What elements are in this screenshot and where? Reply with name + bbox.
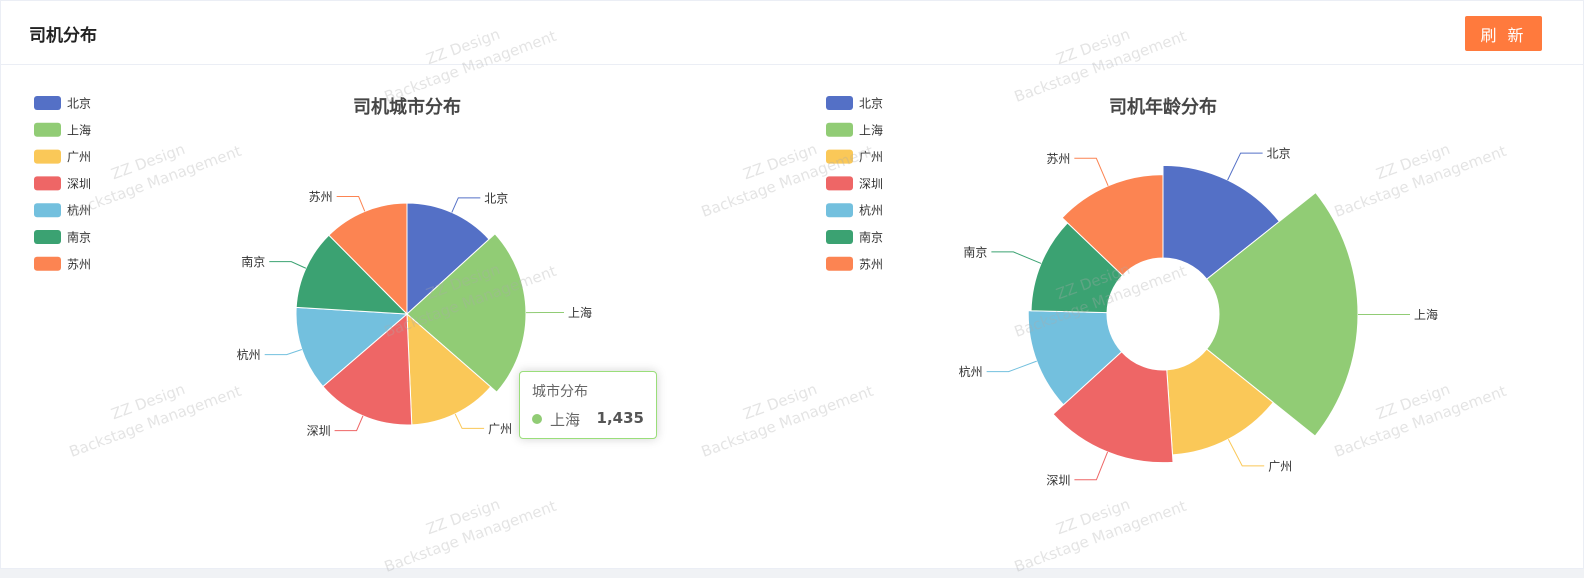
slice-label: 杭州 xyxy=(237,347,261,362)
slice-label: 北京 xyxy=(484,191,508,205)
legend-item[interactable]: 杭州 xyxy=(34,203,91,218)
legend-swatch xyxy=(34,257,61,271)
slice-label: 北京 xyxy=(1267,147,1291,161)
legend-swatch xyxy=(826,96,853,110)
slice-label: 广州 xyxy=(488,422,512,436)
slice-label: 苏州 xyxy=(309,190,333,204)
legend-label: 深圳 xyxy=(859,177,883,191)
slice-label: 上海 xyxy=(1414,307,1438,322)
legend-swatch xyxy=(826,123,853,137)
slice-label: 上海 xyxy=(568,305,592,320)
legend-swatch xyxy=(34,176,61,190)
tooltip-name: 上海 xyxy=(550,409,580,430)
tooltip-series-marker xyxy=(532,414,542,424)
label-line xyxy=(455,414,484,428)
slice-label: 南京 xyxy=(963,244,987,259)
label-line xyxy=(1228,439,1264,466)
legend-item[interactable]: 南京 xyxy=(34,230,91,245)
label-line xyxy=(265,350,302,355)
legend-swatch xyxy=(34,96,61,110)
legend-item[interactable]: 深圳 xyxy=(826,176,883,191)
chart-title: 司机年龄分布 xyxy=(1109,96,1217,118)
legend-swatch xyxy=(826,176,853,190)
label-line xyxy=(1074,452,1107,480)
legend-label: 杭州 xyxy=(67,203,91,218)
legend-label: 南京 xyxy=(859,230,883,245)
legend-swatch xyxy=(826,150,853,164)
tooltip-title: 城市分布 xyxy=(532,381,588,401)
legend-swatch xyxy=(34,123,61,137)
legend-item[interactable]: 苏州 xyxy=(34,257,91,272)
legend-item[interactable]: 北京 xyxy=(34,96,91,111)
legend-label: 深圳 xyxy=(67,177,91,191)
legend-item[interactable]: 深圳 xyxy=(34,176,91,191)
legend-label: 苏州 xyxy=(859,257,883,271)
legend-label: 北京 xyxy=(67,97,91,111)
label-line xyxy=(987,361,1037,371)
legend-label: 南京 xyxy=(67,230,91,245)
slice-label: 苏州 xyxy=(1046,152,1070,166)
label-line xyxy=(1228,153,1263,180)
label-line xyxy=(335,416,363,431)
label-line xyxy=(1074,158,1108,186)
legend-label: 杭州 xyxy=(859,203,883,218)
card-title: 司机分布 xyxy=(29,21,97,46)
legend-item[interactable]: 上海 xyxy=(826,122,883,137)
legend-swatch xyxy=(34,150,61,164)
slice-label: 深圳 xyxy=(1046,473,1070,487)
legend-swatch xyxy=(826,230,853,244)
legend-item[interactable]: 杭州 xyxy=(826,203,883,218)
legend-label: 北京 xyxy=(859,97,883,111)
legend-swatch xyxy=(34,230,61,244)
legend-item[interactable]: 上海 xyxy=(34,122,91,137)
chart-title: 司机城市分布 xyxy=(353,96,461,118)
card-header: 司机分布 刷 新 xyxy=(1,1,1583,65)
legend-item[interactable]: 北京 xyxy=(826,96,883,111)
slice-label: 杭州 xyxy=(959,364,983,379)
legend-label: 苏州 xyxy=(67,257,91,271)
legend-label: 上海 xyxy=(67,122,91,137)
slice-label: 深圳 xyxy=(307,424,331,438)
label-line xyxy=(269,262,306,269)
legend-item[interactable]: 广州 xyxy=(826,150,883,165)
slice-label: 南京 xyxy=(241,254,265,269)
legend-label: 广州 xyxy=(67,150,91,164)
slice-label: 广州 xyxy=(1268,459,1292,473)
label-line xyxy=(452,198,480,213)
legend-swatch xyxy=(34,203,61,217)
legend-item[interactable]: 苏州 xyxy=(826,257,883,272)
label-line xyxy=(337,197,365,212)
legend-swatch xyxy=(826,257,853,271)
legend-item[interactable]: 广州 xyxy=(34,150,91,165)
legend-label: 上海 xyxy=(859,122,883,137)
legend-label: 广州 xyxy=(859,150,883,164)
label-line xyxy=(991,252,1041,263)
tooltip-value: 1,435 xyxy=(597,409,644,427)
legend-swatch xyxy=(826,203,853,217)
legend-item[interactable]: 南京 xyxy=(826,230,883,245)
refresh-button[interactable]: 刷 新 xyxy=(1465,16,1542,51)
chart-tooltip: 城市分布 上海 1,435 xyxy=(519,371,657,439)
